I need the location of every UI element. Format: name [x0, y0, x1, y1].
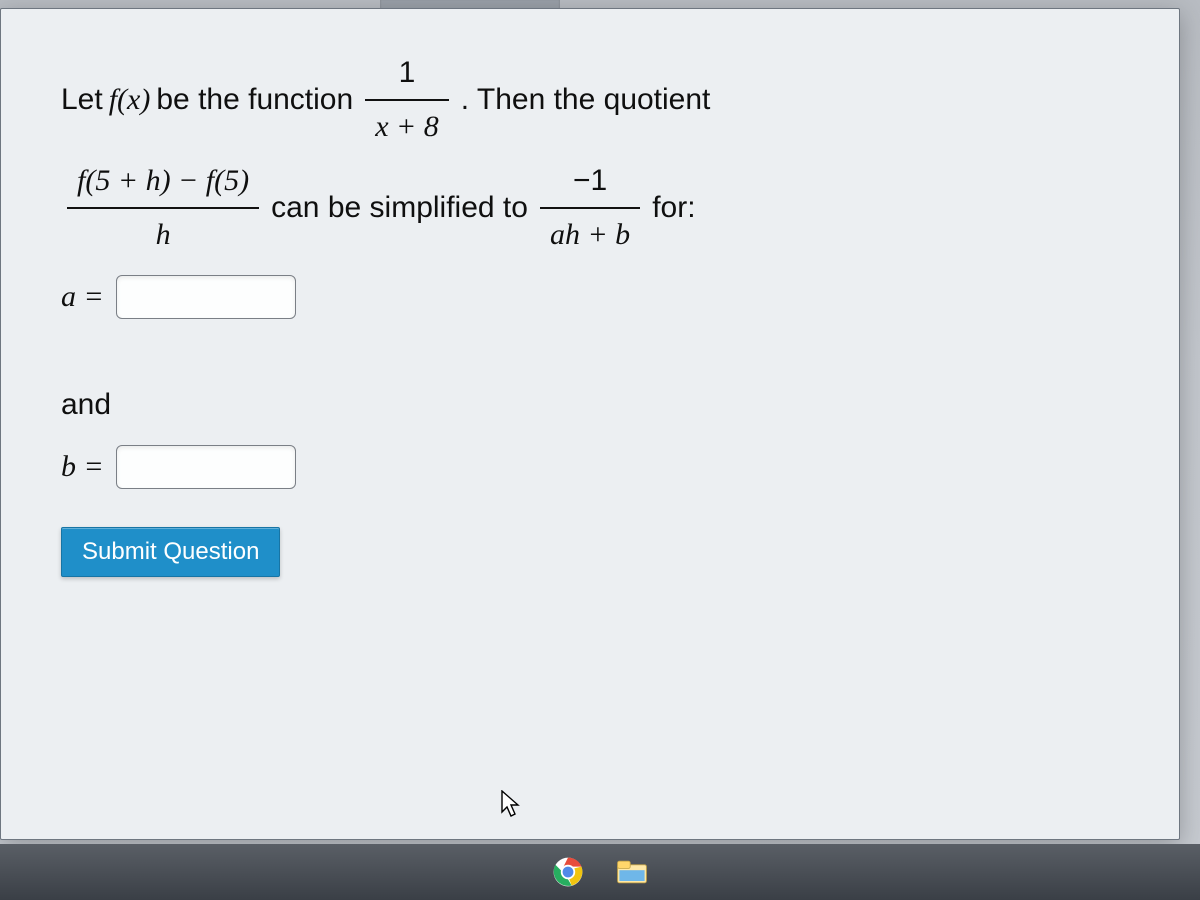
and-label: and: [61, 381, 961, 429]
fn-symbol: f(x): [109, 76, 151, 124]
b-input[interactable]: [116, 445, 296, 489]
chrome-icon[interactable]: [548, 852, 588, 892]
a-label: a =: [61, 273, 104, 321]
submit-question-button[interactable]: Submit Question: [61, 527, 280, 577]
text-prefix: Let: [61, 76, 103, 124]
fraction-fx: 1 x + 8: [365, 49, 449, 151]
dq-den: h: [67, 209, 259, 259]
file-explorer-icon[interactable]: [612, 852, 652, 892]
b-label: b =: [61, 443, 104, 491]
question-line-2: f(5 + h) − f(5) h can be simplified to −…: [61, 157, 961, 259]
a-input[interactable]: [116, 275, 296, 319]
answer-b-row: b =: [61, 443, 961, 491]
result-fraction: −1 ah + b: [540, 157, 640, 259]
frac2-num: −1: [540, 157, 640, 209]
text-mid2: . Then the quotient: [461, 76, 711, 124]
frac1-num: 1: [365, 49, 449, 101]
question-body: Let f(x) be the function 1 x + 8 . Then …: [61, 49, 961, 577]
frac2-den: ah + b: [540, 209, 640, 259]
answer-a-row: a =: [61, 273, 961, 321]
dq-num: f(5 + h) − f(5): [67, 157, 259, 209]
question-window: Let f(x) be the function 1 x + 8 . Then …: [0, 8, 1180, 840]
question-line-1: Let f(x) be the function 1 x + 8 . Then …: [61, 49, 961, 151]
text-mid1: be the function: [156, 76, 353, 124]
taskbar: [0, 844, 1200, 900]
text-mid3: can be simplified to: [271, 184, 528, 232]
difference-quotient: f(5 + h) − f(5) h: [67, 157, 259, 259]
text-suffix: for:: [652, 184, 695, 232]
frac1-den: x + 8: [365, 101, 449, 151]
